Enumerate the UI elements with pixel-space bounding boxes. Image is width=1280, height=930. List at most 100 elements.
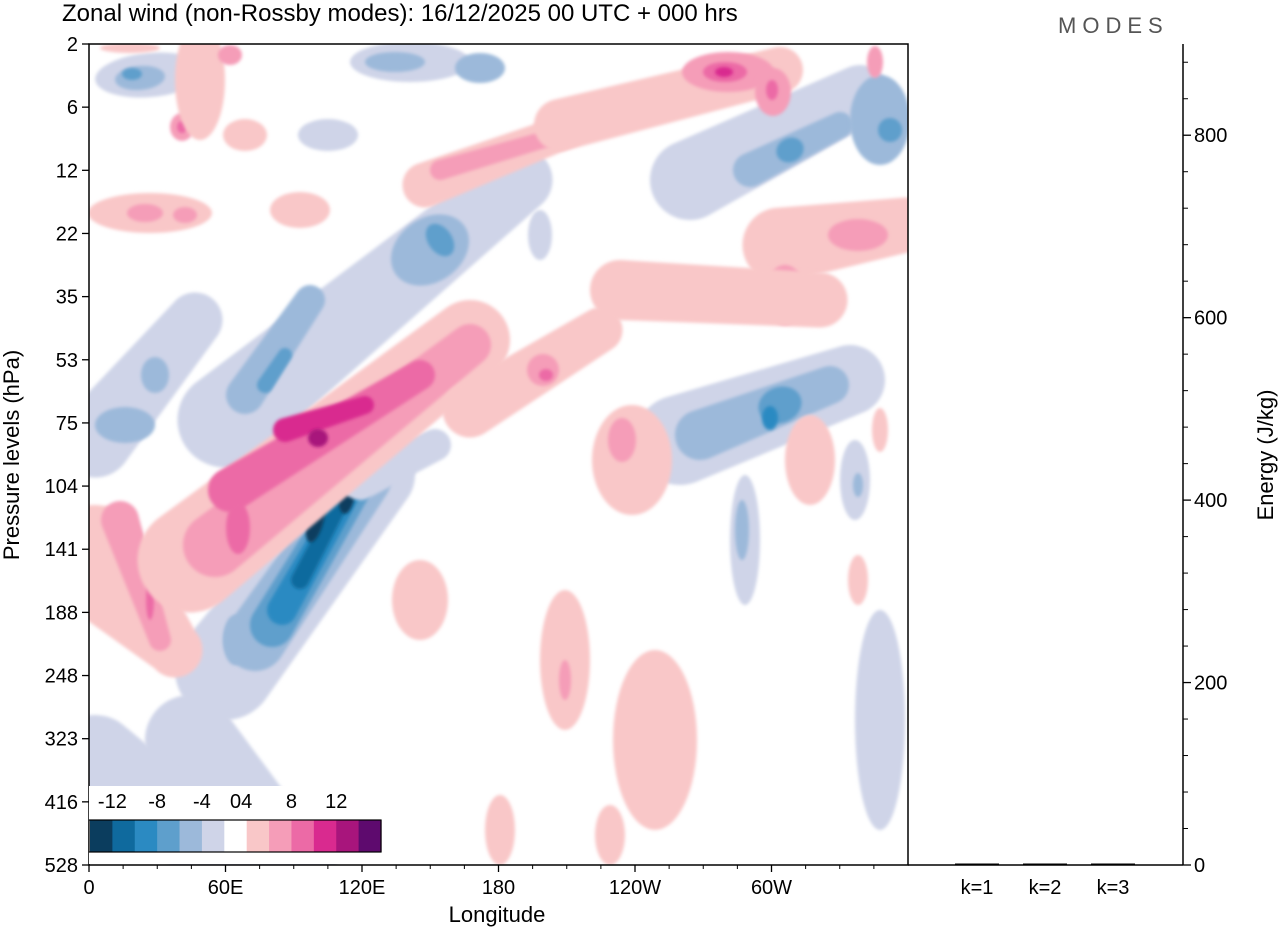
positive-contour-region [308,429,328,447]
y-tick-label: 188 [45,602,78,624]
colorbar-swatch [112,820,136,852]
energy-tick-label: 600 [1194,308,1227,330]
colorbar-swatch [179,820,203,852]
colorbar-swatch [291,820,315,852]
colorbar-swatch [358,820,382,852]
positive-contour-region [592,405,672,515]
y-tick-label: 416 [45,792,78,814]
negative-contour-region [528,210,552,260]
energy-bar [1023,863,1067,865]
negative-contour-region [95,407,155,443]
positive-contour-region [430,127,568,180]
energy-axis-label: Energy (J/kg) [1253,390,1278,521]
colorbar-swatch [201,820,225,852]
positive-contour-region [101,501,171,651]
negative-contour-region [141,357,169,393]
positive-contour-region [559,660,571,700]
energy-bar [955,863,999,865]
negative-contour-region [850,75,908,165]
colorbar-swatch [313,820,337,852]
brand-logo-text: MODES [1058,13,1169,38]
negative-contour-region [776,137,804,163]
energy-tick-label: 200 [1194,673,1227,695]
positive-contour-region [270,192,330,228]
colorbar-swatch [224,820,248,852]
positive-contour-region [590,260,848,328]
positive-contour-region [539,369,553,381]
energy-tick-label: 400 [1194,490,1227,512]
y-tick-label: 2 [67,34,78,56]
negative-contour-region [391,214,469,286]
positive-contour-region [226,502,250,554]
negative-contour-region [298,119,358,151]
negative-contour-region [340,429,451,500]
colorbar-swatch [336,820,360,852]
negative-contour-region [122,68,142,80]
colorbar-frame [88,819,382,853]
positive-contour-region [218,45,242,65]
negative-contour-region [855,610,905,830]
x-tick-label: 60E [208,877,244,899]
positive-contour-region [766,80,778,100]
positive-contour-region [828,219,888,251]
y-tick-label: 75 [56,413,78,435]
y-tick-label: 35 [56,287,78,309]
y-tick-label: 323 [45,729,78,751]
y-tick-label: 22 [56,223,78,245]
positive-contour-region [867,46,883,78]
negative-contour-region [226,285,325,414]
positive-contour-region [872,408,888,452]
colorbar-tick-label: 12 [325,791,347,813]
energy-category-label: k=1 [961,877,994,899]
negative-contour-region [223,615,247,665]
x-tick-label: 60W [751,877,792,899]
colorbar-swatch [157,820,181,852]
y-tick-label: 528 [45,855,78,877]
colorbar-tick-label: 4 [241,791,252,813]
positive-contour-region [485,795,515,865]
colorbar-swatch [269,820,293,852]
colorbar-tick-label: 8 [286,791,297,813]
positive-contour-region [613,650,697,830]
positive-contour-region [173,207,197,223]
x-axis-label: Longitude [449,902,546,927]
positive-contour-region [127,204,163,222]
colorbar-swatch [246,820,270,852]
contour-field [89,44,908,865]
positive-contour-region [100,44,160,53]
positive-contour-region [273,396,375,442]
y-tick-label: 53 [56,350,78,372]
negative-contour-region [455,53,505,83]
positive-contour-region [595,805,625,865]
negative-contour-region [257,348,292,393]
positive-contour-region [392,560,448,640]
x-tick-label: 0 [83,877,94,899]
positive-contour-region [785,415,835,505]
positive-contour-region [608,418,636,462]
energy-tick-label: 0 [1194,855,1205,877]
colorbar-swatch [90,820,113,852]
positive-contour-region [223,119,267,151]
colorbar-swatch [134,820,158,852]
colorbar: -12 -8 -4 0 4 8 12 [88,786,383,864]
colorbar-tick-label: -12 [98,791,127,813]
x-tick-label: 120W [609,877,661,899]
y-tick-label: 141 [45,539,78,561]
energy-category-label: k=2 [1029,877,1062,899]
y-tick-label: 6 [67,97,78,119]
y-tick-label: 104 [45,476,78,498]
colorbar-tick-label: -4 [193,791,211,813]
negative-contour-region [878,118,902,142]
negative-contour-region [762,406,778,430]
colorbar-tick-label: -8 [148,791,166,813]
energy-bar [1091,863,1135,865]
colorbar-tick-label: 0 [230,791,241,813]
negative-contour-region [291,484,354,589]
negative-contour-region [735,500,749,560]
positive-contour-region [742,197,908,283]
y-tick-label: 12 [56,160,78,182]
energy-category-label: k=3 [1097,877,1130,899]
x-tick-label: 120E [339,877,386,899]
energy-tick-label: 800 [1194,125,1227,147]
negative-contour-region [853,473,863,497]
